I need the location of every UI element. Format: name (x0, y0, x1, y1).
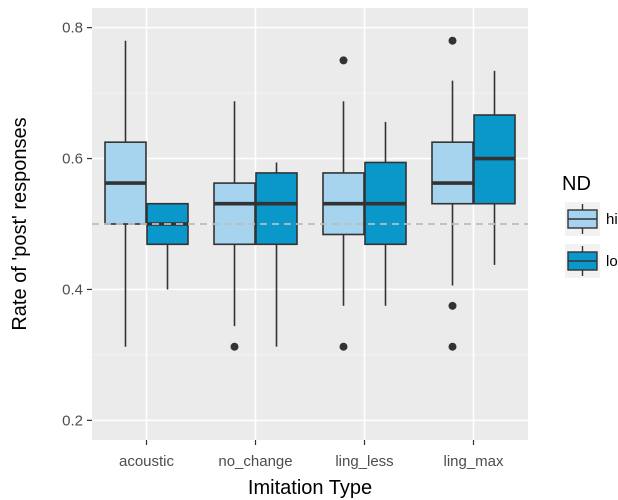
y-axis-title: Rate of 'post' responses (9, 117, 31, 330)
x-axis-title: Imitation Type (248, 477, 372, 499)
x-axis-ticks: acoustic no_change ling_less ling_max (119, 440, 504, 470)
box-hi-acoustic (104, 40, 147, 347)
box-body (255, 172, 298, 246)
y-axis-ticks: 0.2 0.4 0.6 0.8 (62, 20, 92, 429)
box-lo-no_change (255, 162, 298, 347)
box-hi-no_change (213, 101, 256, 351)
legend-item-hi: hi (565, 202, 618, 236)
legend-title: ND (562, 173, 591, 195)
box-hi-ling_less (322, 56, 365, 351)
legend-label-hi: hi (606, 211, 618, 228)
boxes-layer (104, 36, 516, 351)
x-tick-label: ling_max (443, 453, 504, 470)
y-tick-label: 0.2 (62, 412, 83, 429)
box-body (213, 182, 256, 246)
y-tick-label: 0.8 (62, 20, 83, 37)
legend-item-lo: lo (565, 244, 618, 278)
legend-label-lo: lo (606, 253, 618, 270)
box-lo-ling_max (473, 70, 516, 265)
x-tick-label: acoustic (119, 453, 175, 470)
outlier-point (448, 301, 457, 310)
box-hi-ling_max (431, 36, 474, 351)
outlier-point (448, 36, 457, 45)
outlier-point (339, 56, 348, 65)
y-tick-label: 0.6 (62, 151, 83, 168)
x-tick-label: no_change (218, 453, 292, 470)
outlier-point (339, 342, 348, 351)
outlier-point (230, 342, 239, 351)
box-body (431, 141, 474, 205)
x-tick-label: ling_less (335, 453, 393, 470)
outlier-point (448, 342, 457, 351)
y-tick-label: 0.4 (62, 281, 83, 298)
legend: ND hi lo (562, 173, 618, 278)
box-lo-ling_less (364, 121, 407, 306)
